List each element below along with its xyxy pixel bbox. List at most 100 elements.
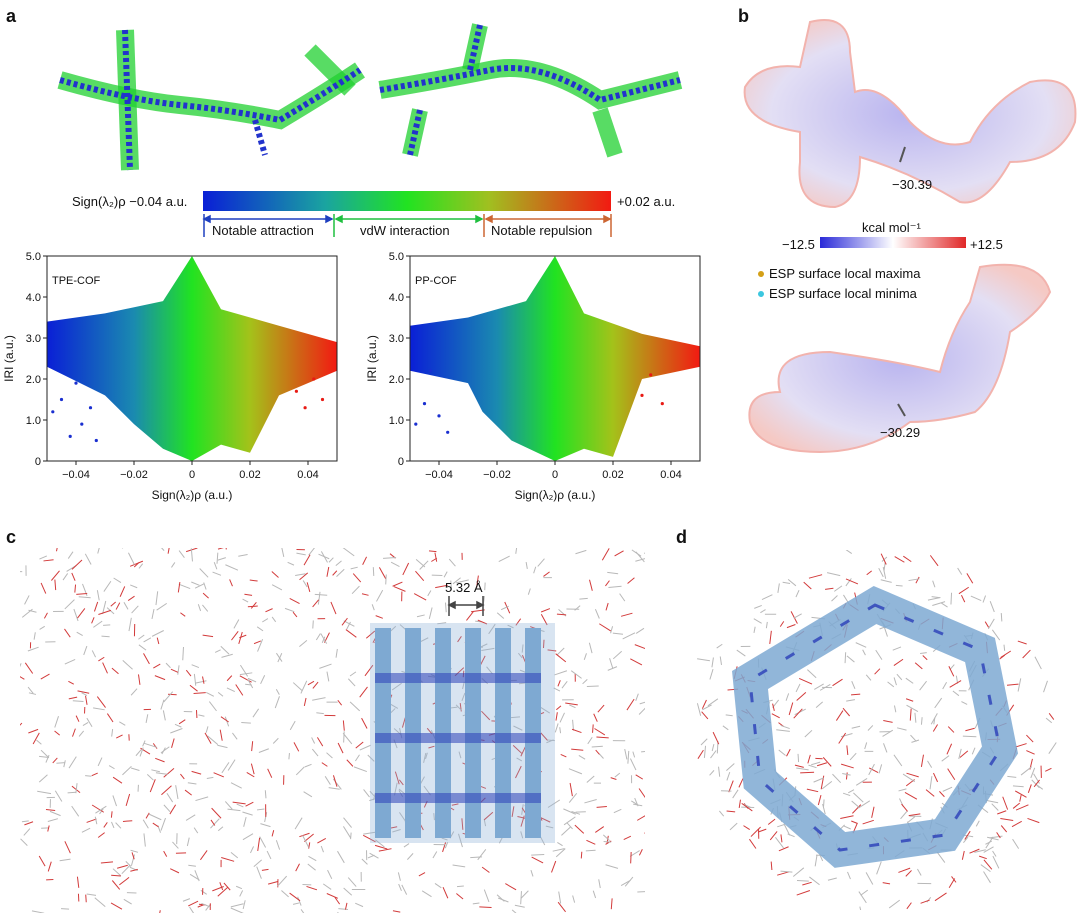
solvent-bond	[797, 753, 800, 763]
solvent-bond	[444, 602, 447, 613]
legend-maxima-marker	[758, 271, 764, 277]
solvent-bond	[74, 584, 77, 593]
y-tick-label: 3.0	[389, 333, 404, 345]
solvent-bond	[936, 851, 946, 863]
solvent-bond	[97, 757, 103, 767]
solvent-bond	[929, 776, 933, 790]
solvent-bond	[172, 841, 179, 849]
iri-scatter-charts: −0.04 −0.02 0 0.02 0.04 0 1.0 2.0 3.0 4.0 5.0 TPE-C…	[2, 251, 701, 502]
solvent-bond	[530, 869, 534, 877]
solvent-bond	[111, 821, 115, 829]
solvent-bond	[64, 658, 76, 665]
solvent-bond	[942, 786, 953, 792]
solvent-bond	[851, 725, 861, 729]
solvent-bond	[177, 582, 181, 593]
solvent-bond	[851, 800, 860, 808]
solvent-bond	[261, 868, 269, 871]
distance-label: 5.32 Å	[445, 580, 483, 595]
solvent-bond	[239, 890, 244, 897]
solvent-bond	[560, 753, 567, 758]
solvent-bond	[182, 898, 191, 902]
solvent-bond	[969, 848, 980, 854]
chart-title: PP-COF	[415, 275, 457, 287]
solvent-bond	[983, 846, 994, 853]
solvent-bond	[557, 842, 563, 847]
solvent-bond	[260, 675, 266, 685]
solvent-bond	[434, 552, 438, 562]
solvent-bond	[1003, 644, 1006, 651]
x-tick-label: 0.04	[660, 469, 681, 481]
solvent-bond	[458, 833, 463, 848]
solvent-bond	[629, 850, 640, 857]
solvent-bond	[515, 548, 518, 554]
solvent-bond	[451, 803, 459, 806]
solvent-bond	[906, 772, 919, 778]
solvent-bond	[808, 764, 817, 769]
solvent-bond	[47, 818, 59, 822]
solvent-bond	[204, 732, 212, 744]
solvent-bond	[131, 852, 135, 860]
solvent-bond	[93, 620, 103, 628]
solvent-bond	[162, 710, 166, 721]
solvent-bond	[399, 812, 406, 822]
solvent-bond	[927, 760, 933, 768]
solvent-bond	[217, 557, 226, 561]
solvent-bond	[832, 678, 843, 687]
solvent-bond	[586, 839, 596, 845]
solvent-bond	[778, 846, 789, 852]
solvent-bond	[378, 567, 387, 580]
solvent-bond	[239, 672, 253, 676]
solvent-bond	[849, 752, 857, 761]
solvent-bond	[574, 605, 581, 611]
solvent-bond	[296, 552, 306, 556]
solvent-bond	[231, 631, 239, 641]
solvent-bond	[54, 716, 59, 728]
solvent-bond	[418, 872, 426, 877]
solvent-bond	[78, 730, 85, 737]
solvent-bond	[842, 707, 851, 717]
solvent-bond	[123, 601, 129, 610]
solvent-bond	[793, 708, 803, 719]
solvent-bond	[572, 895, 576, 903]
solvent-bond	[398, 779, 404, 786]
solvent-bond	[545, 825, 554, 829]
solvent-bond	[639, 701, 645, 705]
solvent-bond	[193, 827, 199, 834]
solvent-bond	[202, 634, 214, 638]
solvent-bond	[194, 583, 205, 589]
solvent-bond	[292, 682, 303, 692]
esp-scale-min: −12.5	[782, 237, 815, 252]
solvent-bond	[900, 811, 908, 820]
solvent-bond	[777, 824, 785, 828]
x-tick-label: −0.04	[62, 469, 90, 481]
solvent-bond	[883, 743, 888, 753]
solvent-bond	[543, 571, 550, 577]
solvent-bond	[306, 582, 311, 592]
solvent-bond	[416, 614, 425, 618]
solvent-bond	[327, 869, 333, 880]
solvent-bond	[190, 548, 193, 562]
solvent-bond	[605, 602, 609, 611]
solvent-bond	[221, 653, 233, 658]
solvent-bond	[1034, 656, 1042, 670]
iri-density-band	[410, 256, 700, 461]
solvent-bond	[851, 680, 856, 690]
solvent-bond	[72, 700, 84, 703]
solvent-bond	[726, 810, 736, 813]
solvent-bond	[970, 595, 982, 602]
solvent-bond	[521, 644, 524, 653]
solvent-bond	[964, 830, 971, 840]
solvent-bond	[130, 584, 138, 589]
solvent-bond	[238, 631, 243, 645]
solvent-bond	[259, 836, 267, 848]
solvent-bond	[865, 872, 874, 885]
solvent-bond	[85, 695, 88, 705]
solvent-bond	[760, 609, 766, 614]
solvent-bond	[125, 793, 131, 807]
scatter-point	[422, 402, 427, 406]
solvent-bond	[328, 787, 340, 790]
solvent-bond	[68, 756, 77, 769]
solvent-bond	[568, 792, 578, 803]
solvent-bond	[1031, 779, 1040, 789]
solvent-bond	[343, 620, 355, 627]
